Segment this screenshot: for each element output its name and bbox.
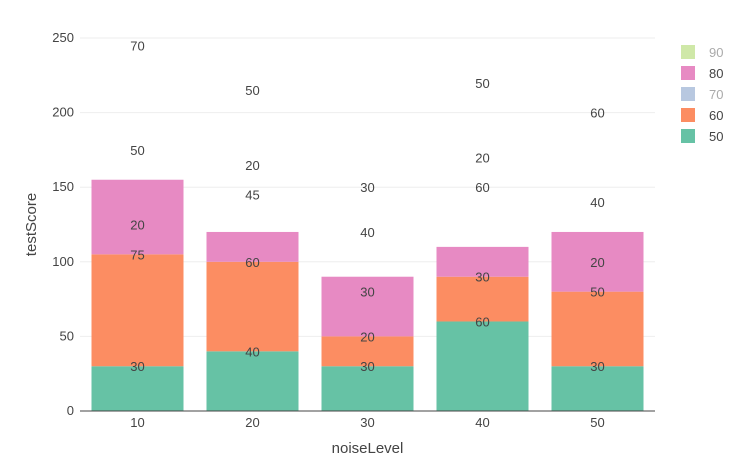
bar-segment[interactable]: [551, 291, 644, 367]
legend-item[interactable]: 60: [681, 108, 723, 123]
legend-item[interactable]: 90: [681, 45, 723, 60]
data-label-layer: 30 75 20 50 70 40 60 45 20 50 30 20 30 40 30 60 30 60 20 50…: [130, 38, 604, 374]
data-label: 30: [590, 359, 604, 374]
legend-swatch: [681, 66, 695, 80]
bar-segment[interactable]: [91, 254, 184, 367]
bar-segment[interactable]: [206, 351, 299, 411]
legend-item[interactable]: 70: [681, 87, 723, 102]
y-tick-label: 250: [52, 30, 74, 45]
bar-segment[interactable]: [551, 231, 644, 292]
bar-segment[interactable]: [321, 276, 414, 337]
legend-swatch: [681, 129, 695, 143]
y-tick-label: 100: [52, 254, 74, 269]
data-label: 30: [360, 180, 374, 195]
legend-label: 80: [709, 66, 723, 81]
legend-item[interactable]: 80: [681, 66, 723, 81]
data-label: 30: [475, 270, 489, 285]
legend-swatch: [681, 108, 695, 122]
legend-label: 60: [709, 108, 723, 123]
legend[interactable]: 90 80 70 60 50: [681, 45, 723, 144]
data-label: 75: [130, 247, 144, 262]
x-tick-label: 50: [590, 415, 604, 430]
legend-swatch: [681, 45, 695, 59]
bar-segment[interactable]: [91, 366, 184, 411]
y-tick-label: 0: [67, 403, 74, 418]
data-label: 30: [360, 359, 374, 374]
bar-segment[interactable]: [206, 231, 299, 262]
data-label: 60: [475, 314, 489, 329]
data-label: 40: [360, 225, 374, 240]
data-label: 50: [475, 76, 489, 91]
data-label: 40: [590, 195, 604, 210]
data-label: 20: [130, 218, 144, 233]
bar-segment[interactable]: [551, 366, 644, 411]
y-tick-label: 200: [52, 105, 74, 120]
data-label: 50: [590, 285, 604, 300]
data-label: 45: [245, 188, 259, 203]
data-label: 50: [245, 83, 259, 98]
x-tick-label: 20: [245, 415, 259, 430]
x-axis: 10 20 30 40 50: [80, 410, 655, 430]
data-label: 60: [245, 255, 259, 270]
bar-segment[interactable]: [321, 366, 414, 411]
legend-item[interactable]: 50: [681, 129, 723, 144]
x-tick-label: 40: [475, 415, 489, 430]
data-label: 20: [590, 255, 604, 270]
x-axis-title: noiseLevel: [332, 440, 404, 457]
data-label: 60: [475, 180, 489, 195]
y-tick-label: 50: [60, 328, 74, 343]
bar-segment[interactable]: [436, 246, 529, 277]
bar-segment[interactable]: [436, 321, 529, 411]
y-tick-label: 150: [52, 179, 74, 194]
data-label: 20: [245, 158, 259, 173]
x-tick-label: 10: [130, 415, 144, 430]
data-label: 30: [130, 359, 144, 374]
bar-segment[interactable]: [91, 179, 184, 255]
legend-label: 50: [709, 129, 723, 144]
data-label: 60: [590, 106, 604, 121]
y-axis-title: testScore: [23, 193, 40, 256]
data-label: 20: [360, 329, 374, 344]
data-label: 20: [475, 150, 489, 165]
bar-segment[interactable]: [321, 336, 414, 367]
legend-label: 90: [709, 45, 723, 60]
bar-segment[interactable]: [206, 261, 299, 352]
legend-swatch: [681, 87, 695, 101]
data-label: 40: [245, 344, 259, 359]
data-label: 70: [130, 38, 144, 53]
data-label: 50: [130, 143, 144, 158]
x-tick-label: 30: [360, 415, 374, 430]
bar-layer: [91, 179, 644, 411]
bar-segment[interactable]: [436, 276, 529, 322]
y-axis: 0 50 100 150 200 250: [52, 30, 74, 418]
data-label: 30: [360, 285, 374, 300]
legend-label: 70: [709, 87, 723, 102]
